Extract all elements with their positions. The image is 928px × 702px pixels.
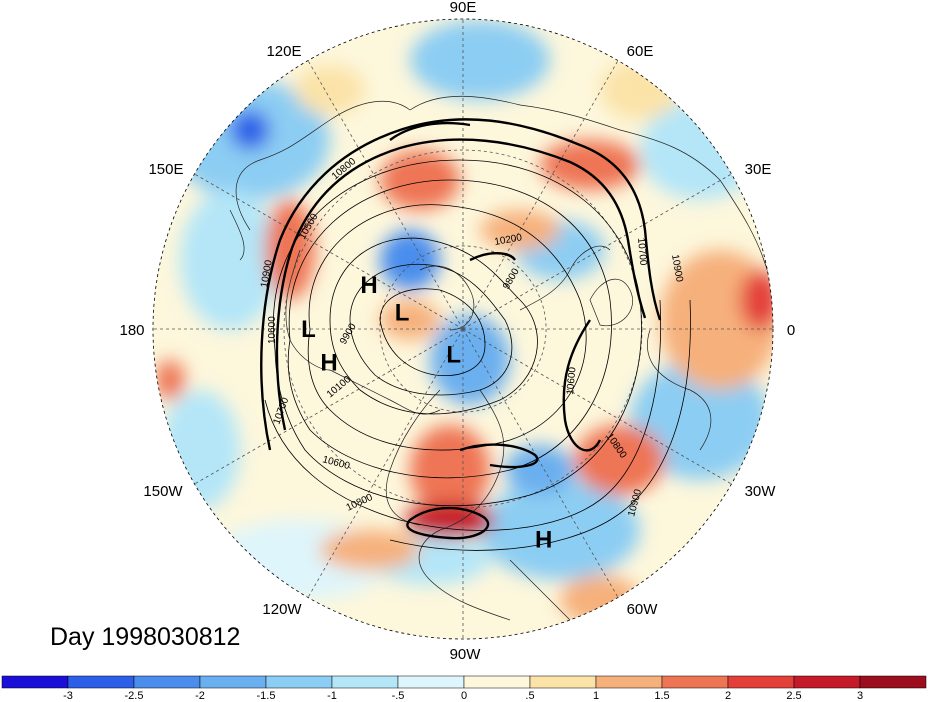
meridian-line [307,328,464,598]
lon-label-150e: 150E [148,161,183,178]
low-pressure-marker: L [395,300,410,327]
meridian-line [462,328,732,485]
lon-label-120w: 120W [262,601,302,618]
colorbar-swatch [397,675,465,689]
colorbar-tick-label: -3 [63,690,73,702]
colorbar: -3 -2.5 -2 -1.5 -1 -.5 0 .5 1 1.5 2 2.5 3 [1,675,927,702]
latitude-circle [379,245,547,413]
colorbar-swatch [199,675,267,689]
colorbar-swatch [331,675,399,689]
lon-label-30w: 30W [745,483,777,500]
meridian-line [462,173,732,330]
colorbar-tick-label: 1.5 [654,690,669,702]
high-pressure-marker: H [320,349,337,376]
colorbar-tick-label: -1 [327,690,337,702]
colorbar-tick-label: 1 [593,690,599,702]
colorbar-tick-label: 2 [725,690,731,702]
lon-label-60e: 60E [627,43,654,60]
colorbar-tick-label: -2.5 [125,690,144,702]
colorbar-tick-label: 3 [857,690,863,702]
colorbar-tick-label: 0 [461,690,467,702]
lon-label-90e: 90E [450,0,477,16]
low-pressure-marker: L [301,316,316,343]
lon-label-60w: 60W [627,601,659,618]
lon-label-30e: 30E [745,161,772,178]
high-pressure-marker: H [360,272,377,299]
colorbar-swatch [595,675,663,689]
colorbar-tick-label: -2 [195,690,205,702]
colorbar-swatch [661,675,729,689]
colorbar-swatch [859,675,927,689]
contour-label: 10900 [259,259,275,289]
colorbar-swatch [133,675,201,689]
contour-label: 10200 [494,232,524,248]
longitude-labels: 90E 60E 30E 0 30W 60W 90W 120W 150W 180 … [119,0,795,663]
colorbar-swatch [793,675,861,689]
lon-label-90w: 90W [450,646,482,663]
lon-label-150w: 150W [143,483,183,500]
map-boundary [152,18,774,640]
plot-title: Day 1998030812 [50,623,240,651]
colorbar-swatch [727,675,795,689]
lon-label-120e: 120E [266,43,301,60]
colorbar-swatch [463,675,531,689]
contour-label: 10600 [565,366,578,395]
high-pressure-marker: H [535,526,552,553]
colorbar-swatch [1,675,69,689]
low-pressure-marker: L [446,342,461,369]
meridian-line [194,173,464,330]
lon-label-0: 0 [787,322,795,339]
contour-label: 10900 [669,254,685,284]
meridian-line [462,328,619,598]
colorbar-swatch [529,675,597,689]
colorbar-tick-label: -.5 [392,690,405,702]
colorbar-tick-label: 2.5 [786,690,801,702]
colorbar-swatch [67,675,135,689]
meridian-line [194,328,464,485]
colorbar-tick-label: .5 [525,690,534,702]
colorbar-tick-label: -1.5 [257,690,276,702]
meridian-line [307,60,464,330]
colorbar-swatch [265,675,333,689]
contour-label: 10600 [267,316,278,344]
graticule [153,19,773,639]
height-contours [260,118,691,551]
meridian-line [462,60,619,330]
contour-label: 10700 [635,237,648,266]
lon-label-180: 180 [119,322,144,339]
